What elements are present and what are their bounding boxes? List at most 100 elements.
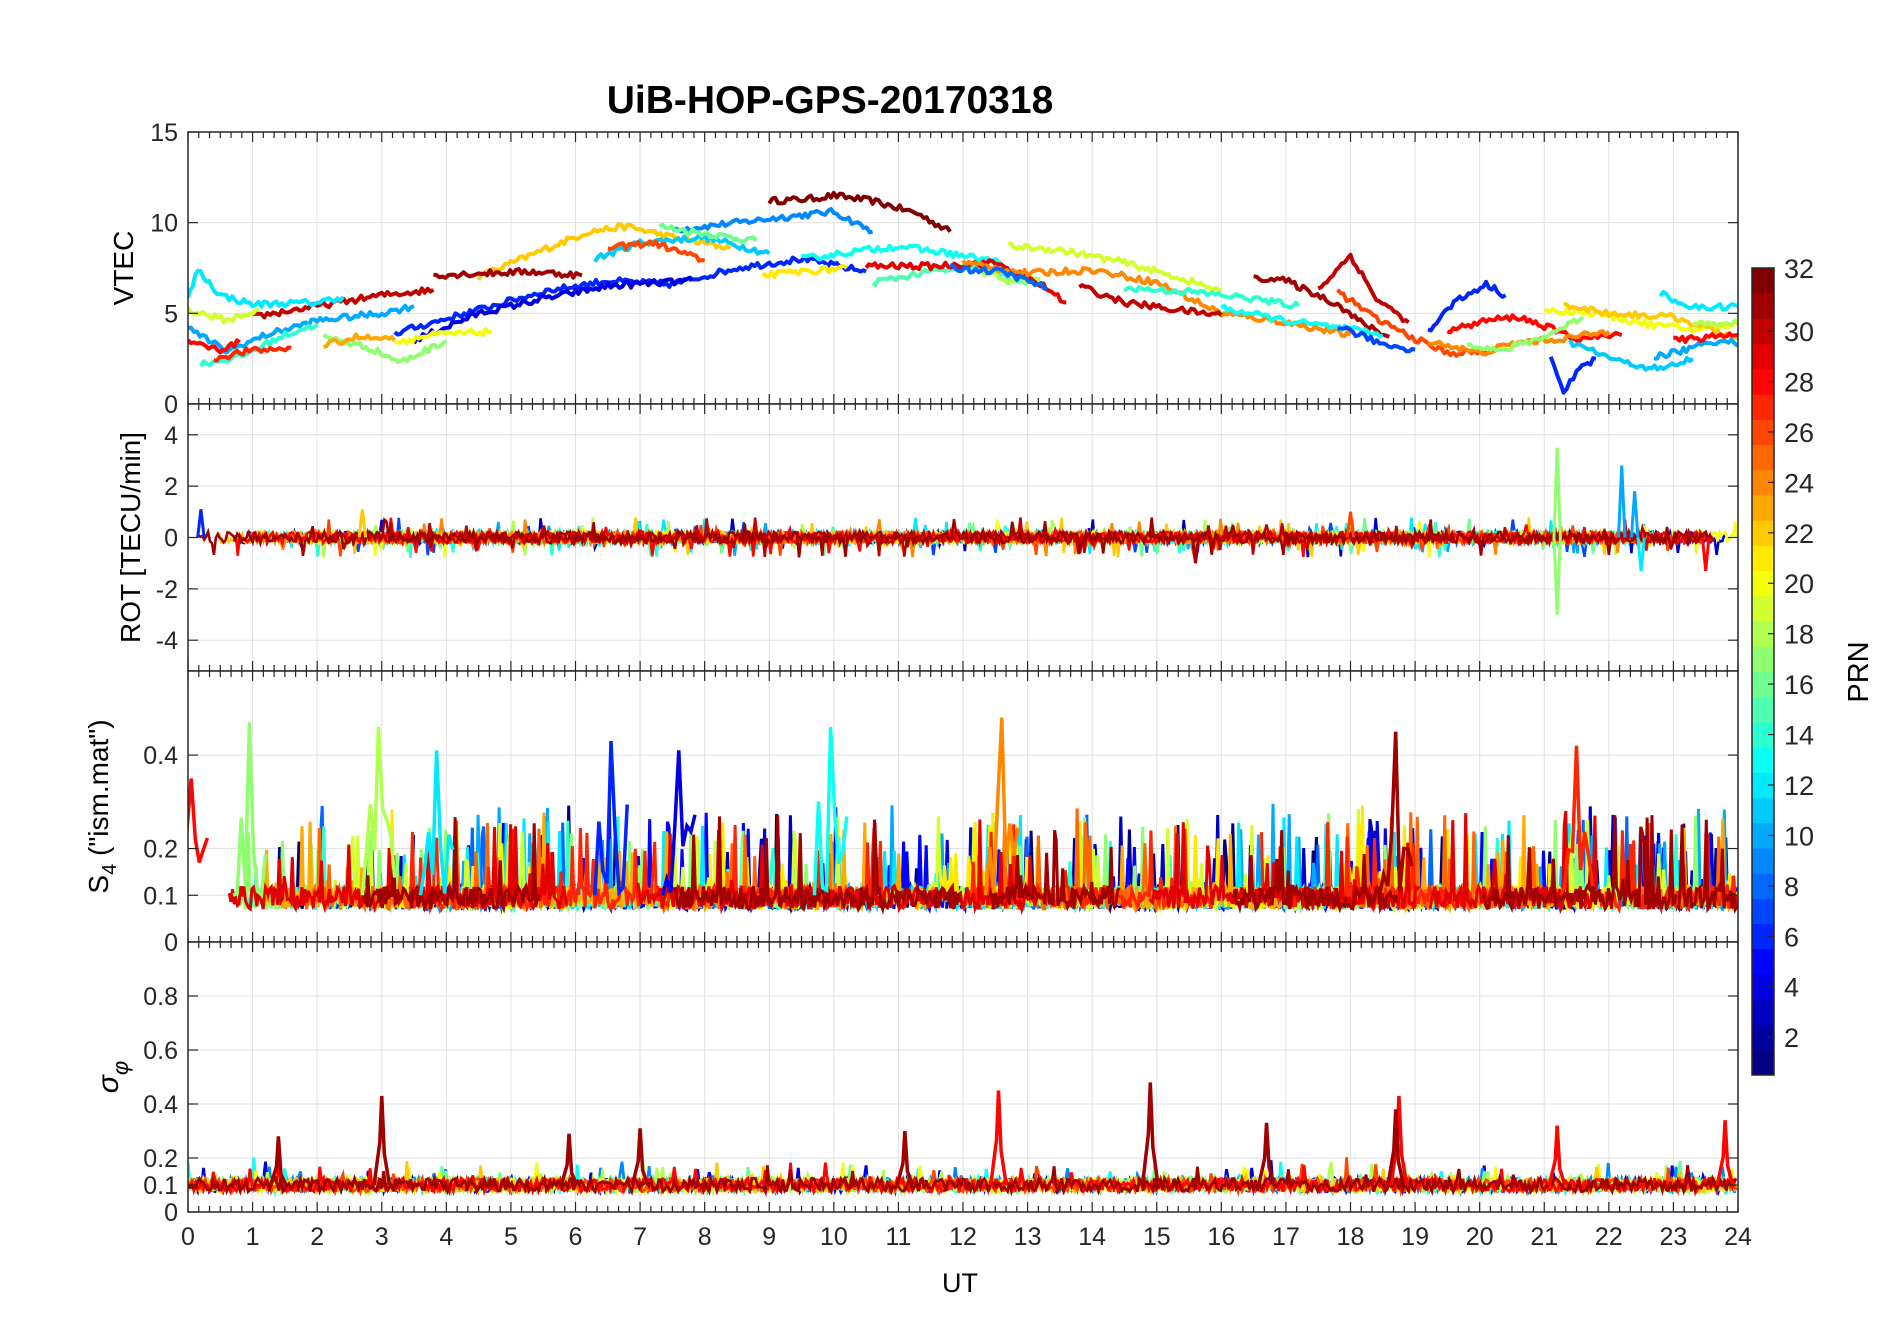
x-tick-label: 4 [439,1223,453,1251]
y-tick-label: 15 [150,119,178,147]
x-tick-label: 14 [1078,1223,1106,1251]
x-tick-label: 13 [1014,1223,1042,1251]
x-axis-label: UT [942,1268,978,1298]
y-tick-label: 5 [164,300,178,328]
vtec-series-prn-6 [1548,356,1597,395]
vtec-series-prn-6 [1427,279,1507,333]
vtec-series-prn-14 [1123,285,1301,310]
colorbar-swatch [1752,822,1774,849]
vtec-series-prn-26 [607,239,706,263]
vtec-series-prn-12 [1658,289,1738,312]
x-tick-label: 15 [1143,1223,1171,1251]
chart-title: UiB-HOP-GPS-20170318 [607,79,1054,122]
data-layer-rot [196,447,1738,615]
y-tick-label: 0.4 [143,1091,178,1119]
sigma-peak [372,1095,392,1186]
vtec-series-prn-28 [1446,313,1623,343]
sigma-peak [1257,1122,1276,1186]
colorbar-swatch [1752,570,1774,597]
colorbar-tick-label: 14 [1784,721,1814,751]
colorbar-label: PRN [1843,641,1875,702]
colorbar-swatch [1752,1024,1774,1051]
colorbar-tick-label: 4 [1784,973,1799,1003]
y-tick-label: 0.1 [143,1172,178,1200]
y-axis-label-vtec: VTEC [108,231,139,306]
y-axis-label-rot: ROT [TECU/min] [115,432,146,643]
vtec-series-prn-21 [761,263,848,280]
vtec-series-prn-16 [658,222,758,244]
vtec-series-prn-17 [1466,315,1585,353]
colorbar-tick-label: 20 [1784,569,1814,599]
colorbar-swatch [1752,545,1774,572]
x-tick-label: 5 [504,1223,518,1251]
x-tick-label: 9 [762,1223,776,1251]
y-tick-label: 0.2 [143,836,178,864]
rot-spike [1552,537,1562,615]
x-tick-label: 21 [1530,1223,1558,1251]
y-tick-label: 0.2 [143,1145,178,1173]
colorbar-tick-label: 24 [1784,468,1814,498]
x-tick-label: 11 [885,1223,911,1251]
data-layer-s4 [188,717,1738,916]
vtec-series-prn-31 [1253,274,1391,339]
x-tick-label: 3 [375,1223,389,1251]
colorbar-swatch [1752,671,1774,698]
sigma-peak [268,1136,288,1186]
y-tick-label: 0 [164,525,178,553]
colorbar-swatch [1752,595,1774,622]
colorbar-swatch [1752,469,1774,496]
colorbar-tick-label: 2 [1784,1023,1799,1053]
y-tick-label: 0.6 [143,1037,178,1065]
vtec-series-prn-19 [1008,241,1223,294]
colorbar-tick-label: 6 [1784,922,1799,952]
rot-spike [1190,537,1201,564]
colorbar-tick-label: 32 [1784,254,1814,284]
vtec-series-prn-28 [188,338,241,355]
x-tick-labels: 0 1 2 3 4 5 6 7 8 9 10 11 12 13 14 15 16 17 18 19 20 21 22 23 24 [181,1223,1752,1251]
panel-sigma: 00.10.2 0.4 0.6 0.8 σφ [92,941,1739,1227]
colorbar-swatch [1752,974,1774,1000]
rot-spike [1636,537,1646,572]
vtec-series-prn-15 [871,262,1029,287]
y-tick-label: 0 [164,929,178,957]
colorbar-swatch [1752,948,1774,975]
sigma-peak [1386,1109,1406,1186]
y-tick-label: 2 [164,473,178,501]
colorbar-tick-label: 12 [1784,771,1814,801]
y-tick-label: -4 [156,627,178,655]
vtec-series-prn-7 [1337,325,1416,354]
rot-spike [196,509,206,538]
panel-rot: -4 -2 0 2 4 ROT [TECU/min] [115,403,1739,672]
rot-spike [1700,537,1711,572]
colorbar-swatch [1752,494,1774,521]
y-tick-label: 0.8 [143,983,178,1011]
s4-peak [593,741,629,897]
vtec-series-prn-27 [213,345,292,363]
s4-peak [983,717,1020,896]
colorbar-tick-label: 8 [1784,872,1799,902]
vtec-series-prn-28 [1673,331,1738,344]
vtec-series-prn-20 [394,326,493,345]
colorbar-swatch [1752,797,1774,824]
x-tick-label: 23 [1660,1223,1688,1251]
vtec-series-prn-13 [1220,303,1384,339]
vtec-series-prn-11 [1568,339,1695,372]
colorbar-swatch [1752,520,1774,546]
vtec-series-prn-22 [1563,302,1738,342]
x-tick-label: 20 [1466,1223,1494,1251]
x-tick-label: 24 [1724,1223,1752,1251]
rot-spike [357,509,368,538]
sigma-peak [1389,1095,1409,1186]
x-tick-label: 19 [1401,1223,1429,1251]
s4-peak [660,750,697,896]
y-tick-label: 10 [150,210,178,238]
colorbar-tick-label: 18 [1784,620,1814,650]
x-tick-label: 0 [181,1223,195,1251]
colorbar-swatch [1752,621,1774,647]
y-tick-label: 0 [164,391,178,419]
colorbar-swatch [1752,721,1774,748]
sigma-series-prn-31 [188,1165,1737,1198]
y-tick-label: 0.4 [143,742,178,770]
data-layer-vtec [188,190,1738,395]
